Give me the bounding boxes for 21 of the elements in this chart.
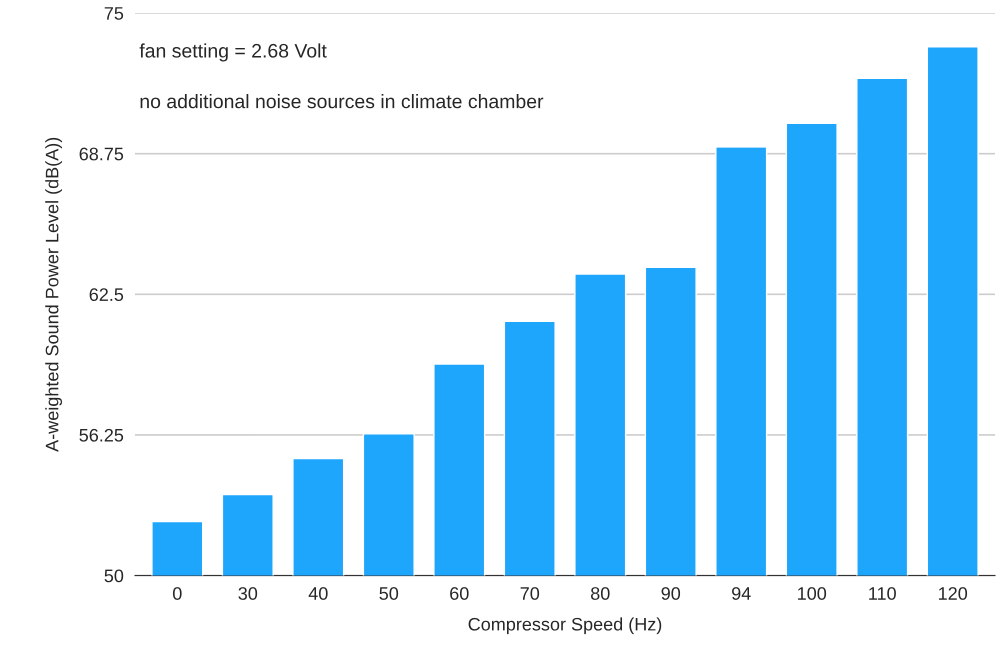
y-axis-title: A-weighted Sound Power Level (dB(A)) xyxy=(45,138,62,452)
x-tick-label: 0 xyxy=(172,587,182,600)
x-tick-label: 90 xyxy=(662,587,680,600)
y-tick-label: 56.25 xyxy=(79,428,124,442)
y-tick-label: 62.5 xyxy=(90,288,124,302)
x-tick-label: 80 xyxy=(590,587,610,600)
y-tick-label: 68.75 xyxy=(80,148,124,160)
x-tick-label: 120 xyxy=(939,587,968,600)
x-tick-label: 50 xyxy=(379,587,398,600)
x-tick-label: 60 xyxy=(450,587,469,600)
x-tick-label: 30 xyxy=(238,587,258,600)
y-tick-label: 75 xyxy=(104,7,124,20)
x-tick-label: 110 xyxy=(869,587,896,600)
annotation: no additional noise sources in climate chamber xyxy=(140,94,544,108)
x-tick-label: 100 xyxy=(798,587,826,600)
x-axis-title: Compressor Speed (Hz) xyxy=(468,617,662,634)
x-tick-label: 70 xyxy=(520,587,540,600)
annotation: fan setting = 2.68 Volt xyxy=(140,43,327,62)
x-tick-label: 40 xyxy=(308,587,328,600)
x-tick-label: 94 xyxy=(732,587,751,600)
y-tick-label: 50 xyxy=(104,569,124,582)
